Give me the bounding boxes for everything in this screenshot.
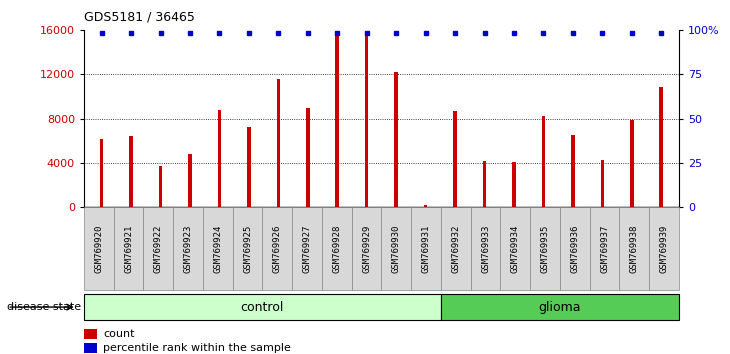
Text: glioma: glioma	[539, 301, 581, 314]
Text: GSM769927: GSM769927	[302, 224, 312, 273]
Text: disease state: disease state	[7, 302, 82, 312]
Text: GSM769930: GSM769930	[392, 224, 401, 273]
Text: GSM769922: GSM769922	[154, 224, 163, 273]
Bar	[630, 120, 634, 207]
Text: GSM769938: GSM769938	[630, 224, 639, 273]
Text: GSM769920: GSM769920	[94, 224, 104, 273]
Text: percentile rank within the sample: percentile rank within the sample	[103, 343, 291, 353]
Bar	[659, 86, 663, 207]
Bar	[129, 136, 133, 207]
Text: GSM769934: GSM769934	[511, 224, 520, 273]
Bar	[277, 79, 280, 207]
Bar	[453, 111, 457, 207]
Text: GDS5181 / 36465: GDS5181 / 36465	[84, 11, 195, 24]
Bar	[247, 127, 250, 207]
Text: GSM769925: GSM769925	[243, 224, 252, 273]
Bar	[424, 205, 427, 207]
Text: GSM769939: GSM769939	[659, 224, 669, 273]
Bar	[218, 110, 221, 207]
Bar	[483, 161, 486, 207]
Bar	[601, 160, 604, 207]
Bar	[512, 162, 515, 207]
Text: GSM769936: GSM769936	[570, 224, 580, 273]
Bar	[188, 154, 192, 207]
Text: GSM769923: GSM769923	[183, 224, 193, 273]
Text: GSM769937: GSM769937	[600, 224, 609, 273]
Bar	[542, 116, 545, 207]
Text: GSM769924: GSM769924	[213, 224, 223, 273]
Bar	[571, 135, 575, 207]
Text: GSM769926: GSM769926	[273, 224, 282, 273]
Bar	[306, 108, 310, 207]
Text: GSM769935: GSM769935	[540, 224, 550, 273]
Text: count: count	[103, 329, 134, 339]
Text: control: control	[241, 301, 284, 314]
Bar	[394, 72, 398, 207]
Bar	[100, 138, 104, 207]
Text: GSM769933: GSM769933	[481, 224, 490, 273]
Bar	[336, 32, 339, 207]
Text: GSM769928: GSM769928	[332, 224, 342, 273]
Text: GSM769921: GSM769921	[124, 224, 133, 273]
Text: GSM769932: GSM769932	[451, 224, 461, 273]
Text: GSM769929: GSM769929	[362, 224, 371, 273]
Bar	[158, 166, 162, 207]
Bar	[365, 33, 369, 207]
Text: GSM769931: GSM769931	[421, 224, 431, 273]
